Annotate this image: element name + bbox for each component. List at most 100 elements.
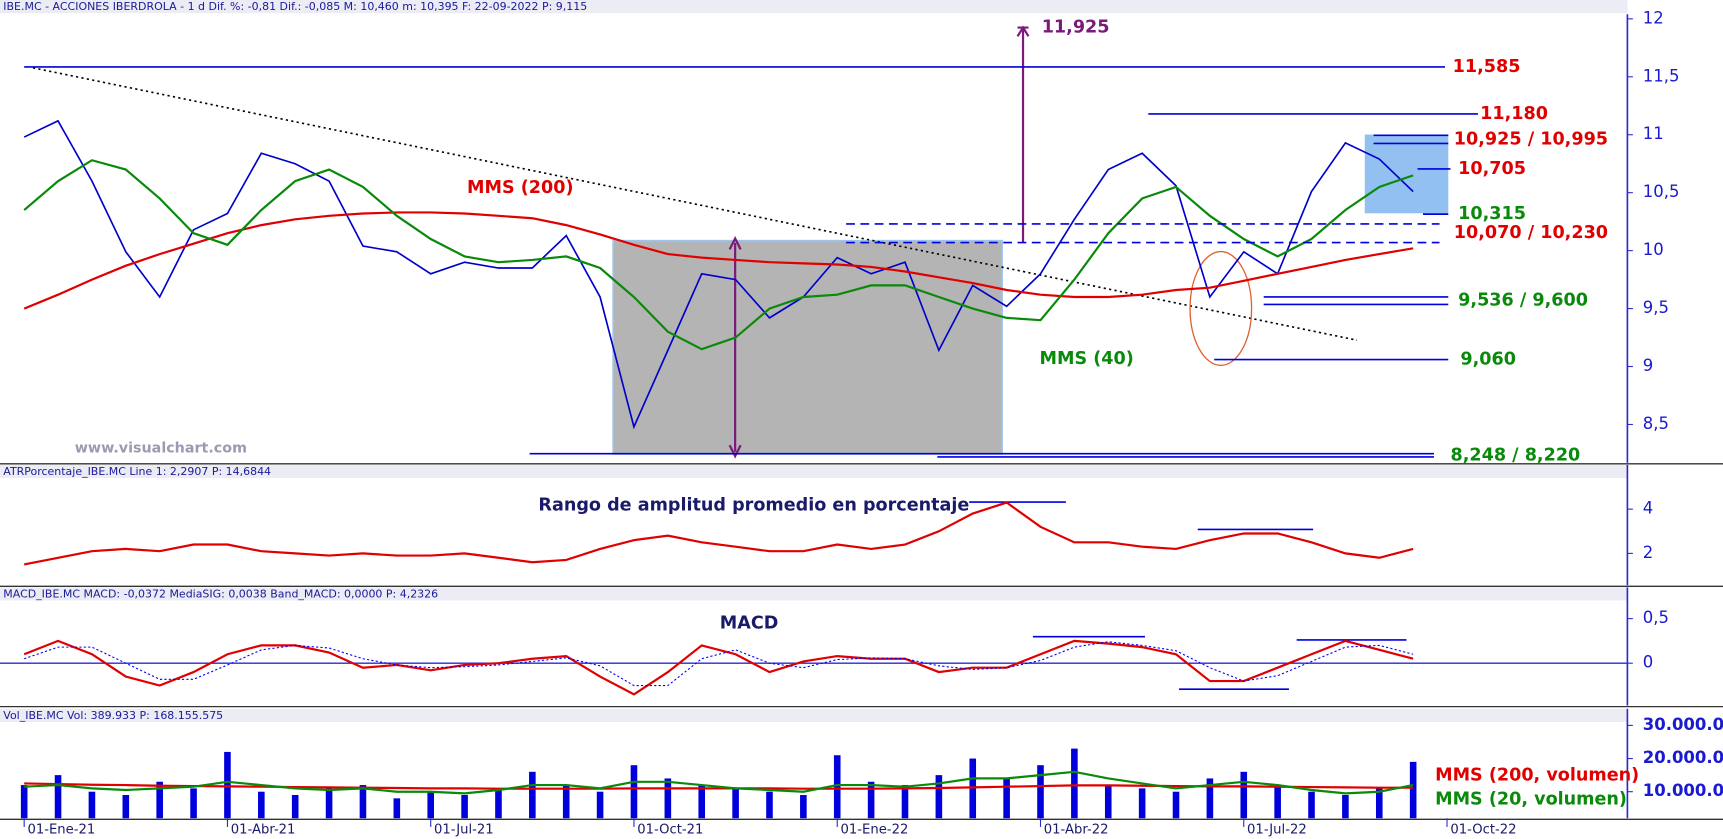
volume-bar [156, 781, 163, 819]
x-tick-label: 01-Jul-22 [1247, 823, 1307, 838]
volume-bar [529, 771, 536, 819]
y-tick-label: 4 [1643, 499, 1653, 518]
y-tick-label: 30.000.000 [1643, 715, 1723, 734]
level-label: 11,925 [1042, 17, 1110, 37]
volume-bar [1003, 778, 1010, 819]
volume-bar [766, 791, 773, 819]
volume-bar [291, 795, 299, 819]
volume-bar [190, 788, 197, 819]
panel-header: Vol_IBE.MC Vol: 389.933 P: 168.155.575 [3, 709, 223, 722]
volume-bar [562, 785, 570, 819]
x-tick-label: 01-Ene-21 [27, 823, 95, 838]
series-line [23, 641, 1414, 687]
watermark: www.visualchart.com [75, 441, 247, 457]
volume-bar [359, 785, 367, 819]
annotation: Rango de amplitud promedio en porcentaje [538, 495, 969, 515]
volume-bar [1409, 761, 1417, 819]
level-label: 8,248 / 8,220 [1450, 445, 1580, 465]
level-label: 11,585 [1453, 57, 1521, 77]
x-tick-label: 01-Jul-21 [434, 823, 494, 838]
y-tick-label: 10 [1643, 240, 1664, 259]
level-label: 9,060 [1460, 350, 1516, 370]
y-tick-label: 8,5 [1643, 414, 1669, 433]
volume-bar [495, 788, 502, 819]
volume-bar [596, 791, 604, 819]
level-label: 10,705 [1458, 159, 1526, 179]
volume-bar [325, 788, 333, 819]
panel-header-bar [0, 587, 1628, 601]
series-label: MMS (20, volumen) [1435, 790, 1627, 810]
x-tick-label: 01-Abr-21 [231, 823, 296, 838]
series-line [23, 211, 1414, 310]
series-line [24, 782, 1414, 790]
level-label: 10,925 / 10,995 [1454, 129, 1608, 149]
y-tick-label: 11,5 [1643, 66, 1680, 85]
volume-bar [20, 785, 28, 819]
volume-bar [1071, 748, 1078, 819]
volume-bar [427, 791, 435, 819]
volume-bar [1375, 788, 1383, 819]
panel-header: MACD_IBE.MC MACD: -0,0372 MediaSIG: 0,00… [3, 588, 438, 601]
level-label: 9,536 / 9,600 [1458, 291, 1588, 311]
arrow-head [1016, 25, 1030, 37]
y-tick-label: 9 [1643, 356, 1653, 375]
series-label: MMS (40) [1040, 349, 1134, 369]
volume-bar [732, 788, 739, 819]
y-tick-label: 0,5 [1643, 608, 1669, 627]
volume-bar [664, 778, 672, 819]
volume-bar [867, 781, 875, 819]
volume-bar [1104, 785, 1112, 819]
series-label: MMS (200, volumen) [1435, 766, 1639, 786]
volume-bar [833, 755, 841, 819]
volume-bar [54, 775, 62, 819]
series-line [23, 119, 1414, 430]
range-box [1364, 134, 1449, 214]
range-box [612, 239, 1003, 455]
volume-bar [698, 785, 706, 819]
volume-bar [1342, 795, 1349, 819]
panel-header: IBE.MC - ACCIONES IBERDROLA - 1 d Dif. %… [3, 0, 587, 13]
volume-bar [1037, 765, 1044, 819]
volume-bar [224, 751, 231, 819]
series-line [24, 770, 1414, 795]
volume-bar [393, 798, 401, 819]
panel-header-bar [0, 0, 1628, 14]
level-label: 11,180 [1480, 104, 1548, 124]
volume-bar [1308, 791, 1315, 819]
y-tick-label: 10,5 [1643, 182, 1680, 201]
volume-bar [461, 795, 468, 819]
level-label: 10,070 / 10,230 [1454, 223, 1608, 243]
y-tick-label: 11 [1643, 124, 1664, 143]
series-label: MMS (200) [467, 178, 573, 198]
annotation: MACD [720, 614, 779, 634]
panel-header: ATRPorcentaje_IBE.MC Line 1: 2,2907 P: 1… [3, 465, 271, 478]
volume-bar [1138, 788, 1146, 819]
panel-header-bar [0, 708, 1628, 722]
volume-bar [1274, 785, 1281, 819]
y-tick-label: 20.000.000 [1643, 748, 1723, 767]
arrow-head [728, 236, 742, 459]
x-tick-label: 01-Oct-21 [637, 823, 703, 838]
volume-bar [935, 775, 943, 819]
y-tick-label: 0 [1643, 653, 1653, 672]
volume-bar [1172, 791, 1180, 819]
volume-bar [122, 795, 130, 819]
series-line [23, 639, 1414, 696]
volume-bar [901, 785, 909, 819]
volume-bar [88, 791, 96, 819]
x-tick-label: 01-Abr-22 [1044, 823, 1109, 838]
volume-bar [1240, 771, 1248, 819]
series-line [23, 159, 1414, 351]
panel-header-bar [0, 464, 1628, 479]
x-tick-label: 01-Oct-22 [1450, 823, 1516, 838]
series-line [23, 501, 1414, 566]
x-tick-label: 01-Ene-22 [841, 823, 909, 838]
volume-bar [630, 765, 638, 819]
volume-bar [800, 795, 807, 819]
highlight-ellipse [1189, 250, 1253, 367]
y-tick-label: 9,5 [1643, 298, 1669, 317]
y-tick-label: 2 [1643, 543, 1653, 562]
volume-bar [1206, 778, 1214, 819]
